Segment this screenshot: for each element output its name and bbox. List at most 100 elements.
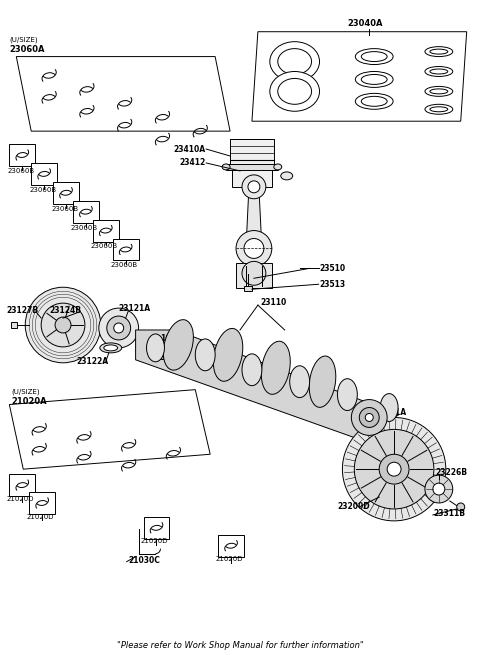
Bar bbox=[230, 139, 274, 167]
Circle shape bbox=[387, 462, 401, 476]
Ellipse shape bbox=[430, 69, 448, 74]
Bar bbox=[93, 219, 119, 242]
Polygon shape bbox=[252, 31, 467, 121]
Text: 23513: 23513 bbox=[320, 280, 346, 289]
Circle shape bbox=[365, 413, 373, 421]
Bar bbox=[244, 286, 252, 291]
Text: 23110: 23110 bbox=[260, 297, 286, 307]
Ellipse shape bbox=[270, 71, 320, 111]
Polygon shape bbox=[246, 187, 262, 248]
Circle shape bbox=[99, 308, 139, 348]
Ellipse shape bbox=[361, 96, 387, 106]
Circle shape bbox=[114, 323, 124, 333]
Text: 21020D: 21020D bbox=[215, 555, 243, 561]
Circle shape bbox=[150, 353, 156, 359]
Text: 23060B: 23060B bbox=[71, 225, 98, 231]
Text: 23125: 23125 bbox=[156, 353, 181, 362]
Text: 21020D: 21020D bbox=[6, 496, 34, 502]
Text: 23060B: 23060B bbox=[111, 263, 138, 269]
Bar bbox=[29, 492, 55, 514]
Ellipse shape bbox=[146, 334, 165, 362]
Bar bbox=[12, 322, 17, 328]
Text: 21121A: 21121A bbox=[374, 408, 407, 417]
Circle shape bbox=[433, 483, 445, 495]
Ellipse shape bbox=[281, 172, 293, 180]
Ellipse shape bbox=[270, 42, 320, 81]
Text: 23200D: 23200D bbox=[337, 502, 370, 512]
Ellipse shape bbox=[430, 107, 448, 112]
Ellipse shape bbox=[425, 86, 453, 96]
Text: "Please refer to Work Shop Manual for further information": "Please refer to Work Shop Manual for fu… bbox=[117, 641, 363, 650]
Ellipse shape bbox=[163, 320, 193, 370]
Bar bbox=[73, 200, 99, 223]
Text: (U/SIZE): (U/SIZE) bbox=[9, 37, 38, 43]
Bar bbox=[144, 517, 169, 539]
Text: 23127B: 23127B bbox=[6, 306, 38, 314]
Bar bbox=[9, 144, 35, 166]
Circle shape bbox=[244, 238, 264, 259]
Ellipse shape bbox=[309, 356, 336, 407]
Bar bbox=[218, 534, 244, 557]
Text: 23060B: 23060B bbox=[91, 244, 118, 250]
Circle shape bbox=[156, 345, 161, 351]
Text: 23510: 23510 bbox=[320, 264, 346, 273]
Text: 21030C: 21030C bbox=[129, 556, 160, 565]
Text: 23060B: 23060B bbox=[7, 168, 35, 174]
Ellipse shape bbox=[242, 354, 262, 386]
Circle shape bbox=[242, 175, 266, 198]
Circle shape bbox=[360, 407, 379, 428]
Bar bbox=[232, 167, 272, 187]
Circle shape bbox=[425, 475, 453, 503]
Text: 23311B: 23311B bbox=[434, 510, 466, 518]
Ellipse shape bbox=[195, 339, 215, 371]
Ellipse shape bbox=[100, 343, 122, 353]
Text: 23121A: 23121A bbox=[119, 304, 151, 312]
Ellipse shape bbox=[425, 47, 453, 56]
Circle shape bbox=[41, 303, 85, 347]
Polygon shape bbox=[9, 390, 210, 469]
Ellipse shape bbox=[425, 67, 453, 77]
Ellipse shape bbox=[355, 71, 393, 87]
Bar bbox=[9, 474, 35, 496]
Text: 23040A: 23040A bbox=[348, 19, 383, 28]
Ellipse shape bbox=[355, 94, 393, 109]
Text: 21020D: 21020D bbox=[141, 538, 168, 544]
Ellipse shape bbox=[425, 104, 453, 114]
Ellipse shape bbox=[213, 328, 243, 381]
Ellipse shape bbox=[361, 75, 387, 84]
Circle shape bbox=[342, 417, 446, 521]
Ellipse shape bbox=[380, 394, 398, 421]
Circle shape bbox=[55, 317, 71, 333]
Text: 21020D: 21020D bbox=[26, 514, 54, 520]
Bar bbox=[31, 163, 57, 185]
Ellipse shape bbox=[430, 89, 448, 94]
Circle shape bbox=[242, 261, 266, 285]
Ellipse shape bbox=[261, 341, 290, 394]
Text: 23060B: 23060B bbox=[51, 206, 78, 212]
Ellipse shape bbox=[278, 79, 312, 104]
Circle shape bbox=[354, 430, 434, 509]
Circle shape bbox=[379, 455, 409, 484]
Bar bbox=[226, 164, 278, 170]
Bar bbox=[53, 182, 79, 204]
Ellipse shape bbox=[274, 164, 282, 170]
Ellipse shape bbox=[290, 365, 310, 398]
Text: 23060B: 23060B bbox=[29, 187, 56, 193]
Circle shape bbox=[248, 181, 260, 193]
Text: 23410A: 23410A bbox=[173, 145, 205, 153]
Ellipse shape bbox=[430, 49, 448, 54]
Circle shape bbox=[25, 288, 101, 363]
Circle shape bbox=[107, 316, 131, 340]
Bar bbox=[236, 263, 272, 288]
Polygon shape bbox=[16, 56, 230, 131]
Ellipse shape bbox=[104, 345, 118, 351]
Text: 23124B: 23124B bbox=[49, 306, 81, 314]
Ellipse shape bbox=[222, 164, 230, 170]
Text: 1601DG: 1601DG bbox=[160, 335, 194, 343]
Text: 23060A: 23060A bbox=[9, 45, 45, 54]
Bar bbox=[113, 238, 139, 261]
Text: (U/SIZE): (U/SIZE) bbox=[12, 388, 40, 395]
Circle shape bbox=[351, 400, 387, 436]
Ellipse shape bbox=[278, 48, 312, 75]
Text: 23226B: 23226B bbox=[436, 468, 468, 477]
